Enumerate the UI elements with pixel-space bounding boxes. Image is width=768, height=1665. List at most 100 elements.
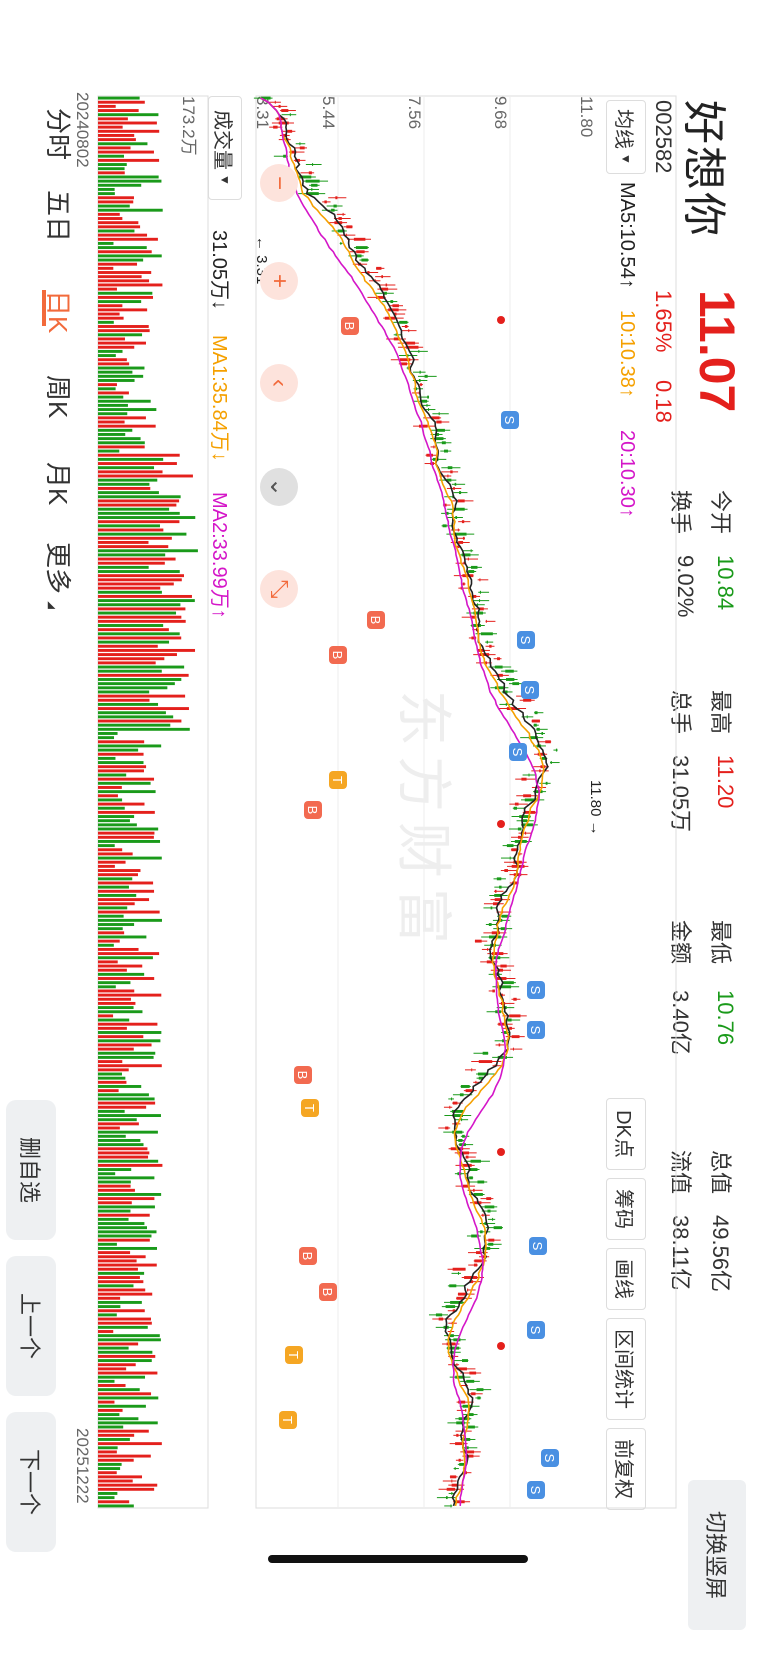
chevron-left-icon[interactable]: ‹ [260,364,298,402]
volume-selector[interactable]: 成交量 ▼ [208,96,242,200]
volume-bar [97,844,115,848]
trade-marker-letter: B [368,616,383,625]
volume-bar [97,1043,152,1047]
tab-more-label: 更多 [43,542,73,595]
volume-bar [98,1280,144,1284]
volume-bar [97,1118,137,1122]
next-button[interactable]: 下一个 [6,1412,56,1552]
candle-body [474,1259,482,1263]
volume-bar [97,399,151,403]
candle-body [462,536,465,540]
previous-button[interactable]: 上一个 [6,1256,56,1396]
candle-body [454,1467,456,1471]
volume-bar [97,1388,140,1392]
volume-bar [98,715,174,719]
volume-bar [98,1338,161,1342]
candle-body [467,1288,469,1292]
candle-body [424,374,428,378]
volume-bar [97,1313,117,1317]
volume-bar [98,283,163,287]
volume-bar [97,225,141,229]
candle-body [438,412,440,416]
candle-body [476,1388,484,1392]
candle-body [458,1139,463,1142]
volume-bar [98,345,135,349]
candle-body [462,582,465,586]
volume-bar [98,1018,130,1022]
tab-daily-k[interactable]: 日K [43,290,73,334]
candle-body [376,266,382,270]
volume-bar [98,420,125,424]
volume-bar [98,1064,162,1068]
tab-monthly-k[interactable]: 月K [43,462,73,506]
candle-body [451,1483,458,1487]
volume-bar [97,1242,117,1246]
compress-icon[interactable]: ⤡ [260,570,298,608]
volume-bar [97,968,127,972]
volume-bar [97,150,154,154]
trade-marker-letter: S [528,1486,543,1495]
candle-body [478,1060,493,1064]
candle-body [471,565,478,569]
trade-marker-letter: B [295,1071,310,1080]
volume-bar [97,457,164,461]
volume-bar [98,985,116,989]
candle-body [324,200,327,204]
max-price-marker: 11.80 → [587,780,604,836]
candle-body [435,1313,443,1317]
chevron-down-icon[interactable]: ⌄ [260,468,298,506]
candle-body [494,889,497,893]
candle-body [473,594,477,598]
volume-bar [97,1492,118,1495]
trade-marker-badge [509,743,527,761]
tab-intraday[interactable]: 分时 [43,108,73,161]
tab-weekly-k[interactable]: 周K [43,375,73,419]
volume-bar [97,121,157,125]
candle-body [445,1496,448,1500]
volume-bar [97,511,180,515]
candle-body [426,403,428,407]
candle-body [450,1504,452,1508]
candle-body [312,163,314,166]
volume-bar [98,1130,158,1134]
volume-bar [98,640,170,644]
candle-body [467,1413,474,1417]
volume-bar [97,536,172,540]
remove-watchlist-button[interactable]: 删自选 [6,1100,56,1240]
candle-body [505,702,507,706]
volume-bar [98,1068,129,1072]
volume-bar [97,275,142,279]
volume-bar [98,1080,127,1084]
volume-bar [98,765,147,769]
volume-bar [98,341,146,345]
volume-bar [98,923,135,926]
volume-bar [97,1284,134,1288]
tab-five-day[interactable]: 五日 [43,190,73,243]
candle-body [399,320,408,324]
candle-body [555,748,558,752]
volume-bar [97,117,128,121]
zoom-out-icon[interactable]: − [260,164,298,202]
candle-body [507,1018,512,1022]
volume-bar [98,237,158,241]
volume-bar [97,1188,135,1192]
candle-body [361,258,368,262]
candle-body [457,1271,459,1275]
volume-bar [98,1192,162,1196]
volume-bar [97,192,115,196]
tab-more[interactable]: 更多 ◢ [41,542,78,609]
candle-body [456,1433,459,1437]
candle-body [461,520,465,524]
volume-bar [98,271,152,274]
volume-bar [98,1413,120,1417]
volume-bar [97,316,124,320]
volume-value-label: 31.05万↓ [208,230,230,311]
trade-marker-letter: S [518,636,533,645]
candle-body [428,408,430,412]
zoom-in-icon[interactable]: + [260,262,298,300]
volume-bar [97,1155,149,1159]
trade-marker: S [529,1237,547,1255]
volume-bar [98,1060,123,1064]
candle-body [454,532,467,536]
